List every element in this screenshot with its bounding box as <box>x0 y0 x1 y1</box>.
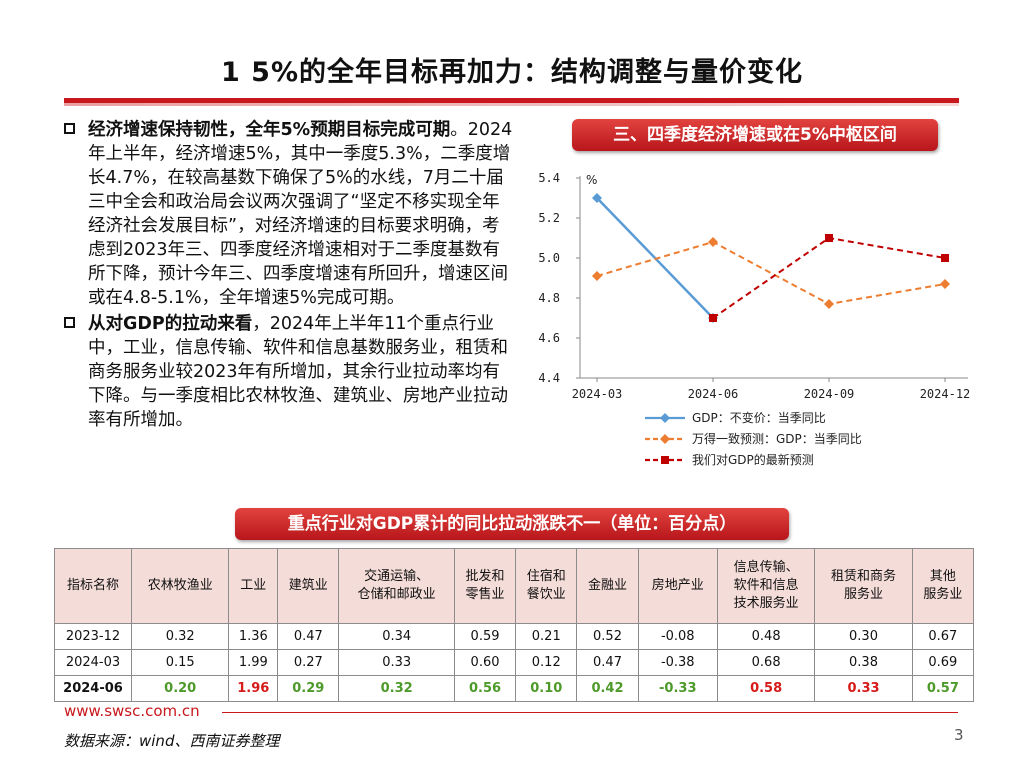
table-header-cell: 住宿和 餐饮业 <box>515 548 578 624</box>
page-number: 3 <box>954 726 964 744</box>
table-cell: -0.08 <box>637 623 718 650</box>
series-line-1 <box>596 240 946 306</box>
table-header-cell: 批发和 零售业 <box>453 548 517 624</box>
table-cell: 0.47 <box>277 623 340 650</box>
data-point <box>941 254 949 262</box>
legend-label: GDP：不变价：当季同比 <box>692 410 826 425</box>
paragraph-heading: 经济增速保持韧性，全年5%预期目标完成可期 <box>88 120 451 140</box>
table-cell: 0.33 <box>338 649 455 676</box>
table-row: 2024-06 0.20 1.96 0.29 0.32 0.56 0.10 0.42 -0.33… <box>54 675 975 702</box>
legend-marker <box>660 413 670 423</box>
title-underline <box>64 98 959 103</box>
y-unit-label: % <box>586 173 597 187</box>
y-tick-label: 4.8 <box>538 291 560 305</box>
y-tick-label: 5.4 <box>538 171 560 185</box>
footer-line <box>222 712 958 713</box>
title-underline-shadow <box>64 103 959 106</box>
table-cell: 0.33 <box>814 675 913 702</box>
table-cell: 0.32 <box>130 623 230 650</box>
x-tick-label: 2024-06 <box>688 387 739 401</box>
table-row-label: 2023-12 <box>54 623 132 650</box>
y-tick-label: 5.0 <box>538 251 560 265</box>
legend-label: 万得一致预测：GDP：当季同比 <box>692 431 862 446</box>
table-cell: 0.67 <box>911 623 975 650</box>
x-tick-label: 2024-03 <box>572 387 623 401</box>
table-cell: 0.60 <box>453 649 517 676</box>
footer-source: 数据来源：wind、西南证券整理 <box>64 732 280 750</box>
paragraph-body: ，2024年上半年11个重点行业中，工业，信息传输、软件和信息基数服务业，租赁和… <box>88 314 508 430</box>
table-header-cell: 农林牧渔业 <box>130 548 230 624</box>
data-point <box>592 193 602 203</box>
table-header-row: 指标名称 农林牧渔业 工业 建筑业 交通运输、 仓储和邮政业 批发和 零售业 住宿和 餐饮业 金融业… <box>54 548 975 624</box>
table-header-cell: 指标名称 <box>54 548 132 624</box>
table-cell: 0.20 <box>130 675 230 702</box>
table-header-cell: 交通运输、 仓储和邮政业 <box>338 548 455 624</box>
table-header-cell: 房地产业 <box>637 548 718 624</box>
table-cell: 0.59 <box>453 623 517 650</box>
checkbox-bullet-icon <box>64 317 75 328</box>
table-cell: 0.42 <box>576 675 639 702</box>
table-cell: 0.27 <box>277 649 340 676</box>
chart-title-pill: 三、四季度经济增速或在5%中枢区间 <box>572 119 938 151</box>
text-block: 经济增速保持韧性，全年5%预期目标完成可期。2024年上半年，经济增速5%，其中… <box>64 118 514 434</box>
table-cell: 0.21 <box>515 623 578 650</box>
data-point <box>708 237 718 247</box>
x-tick-label: 2024-12 <box>920 387 971 401</box>
table-header-cell: 金融业 <box>576 548 639 624</box>
table-cell: 1.99 <box>228 649 279 676</box>
table-header-cell: 建筑业 <box>277 548 340 624</box>
table-cell: 1.96 <box>228 675 279 702</box>
data-point <box>825 234 833 242</box>
paragraph-body: 。2024年上半年，经济增速5%，其中一季度5.3%，二季度增长4.7%，在较高… <box>88 120 513 308</box>
table-cell: 0.29 <box>277 675 340 702</box>
table-cell: 0.47 <box>576 649 639 676</box>
paragraph-growth: 经济增速保持韧性，全年5%预期目标完成可期。2024年上半年，经济增速5%，其中… <box>64 118 514 310</box>
table-cell: 0.58 <box>716 675 816 702</box>
table-cell: 0.10 <box>515 675 578 702</box>
data-point <box>592 271 602 281</box>
table-row: 2023-12 0.32 1.36 0.47 0.34 0.59 0.21 0.52 -0.08… <box>54 623 975 650</box>
table-cell: -0.38 <box>637 649 718 676</box>
table-cell: 0.68 <box>716 649 816 676</box>
table-cell: 0.52 <box>576 623 639 650</box>
table-header-cell: 信息传输、 软件和信息 技术服务业 <box>716 548 816 624</box>
page-title: 1 5%的全年目标再加力：结构调整与量价变化 <box>220 57 804 88</box>
data-point <box>940 279 950 289</box>
table-header-cell: 其他 服务业 <box>911 548 975 624</box>
y-tick-label: 4.6 <box>538 331 560 345</box>
legend-marker <box>661 456 669 464</box>
table-cell: 0.69 <box>911 649 975 676</box>
paragraph-gdp-pull: 从对GDP的拉动来看，2024年上半年11个重点行业中，工业，信息传输、软件和信… <box>64 312 514 432</box>
table-cell: 0.30 <box>814 623 913 650</box>
table-cell: 0.15 <box>130 649 230 676</box>
table-body: 2023-12 0.32 1.36 0.47 0.34 0.59 0.21 0.52 -0.08… <box>54 623 975 702</box>
table-cell: 0.48 <box>716 623 816 650</box>
table-header-cell: 租赁和商务 服务业 <box>814 548 913 624</box>
checkbox-bullet-icon <box>64 123 75 134</box>
table-cell: 0.32 <box>338 675 455 702</box>
table-row-label: 2024-03 <box>54 649 132 676</box>
table-cell: 1.36 <box>228 623 279 650</box>
table-header-cell: 工业 <box>228 548 279 624</box>
y-tick-label: 4.4 <box>538 371 560 385</box>
table-cell: 0.38 <box>814 649 913 676</box>
footer-url[interactable]: www.swsc.com.cn <box>64 702 200 720</box>
gdp-line-chart: 5.4 5.2 5.0 4.8 4.6 4.4% 2024-03 2024-06 2024-09… <box>538 171 971 467</box>
table-cell: -0.33 <box>637 675 718 702</box>
table-cell: 0.12 <box>515 649 578 676</box>
table-row: 2024-03 0.15 1.99 0.27 0.33 0.60 0.12 0.47 -0.38… <box>54 649 975 676</box>
paragraph-heading: 从对GDP的拉动来看 <box>88 314 253 334</box>
industry-table: 指标名称 农林牧渔业 工业 建筑业 交通运输、 仓储和邮政业 批发和 零售业 住宿和 餐饮业 金融业… <box>54 548 975 702</box>
y-tick-label: 5.2 <box>538 211 560 225</box>
legend-label: 我们对GDP的最新预测 <box>692 452 814 467</box>
data-point <box>709 314 717 322</box>
table-cell: 0.34 <box>338 623 455 650</box>
x-tick-label: 2024-09 <box>804 387 855 401</box>
table-title-pill: 重点行业对GDP累计的同比拉动涨跌不一（单位：百分点） <box>235 508 789 540</box>
table-row-label: 2024-06 <box>54 675 132 702</box>
legend-marker <box>660 434 670 444</box>
data-point <box>824 299 834 309</box>
table-cell: 0.57 <box>911 675 975 702</box>
table-cell: 0.56 <box>453 675 517 702</box>
